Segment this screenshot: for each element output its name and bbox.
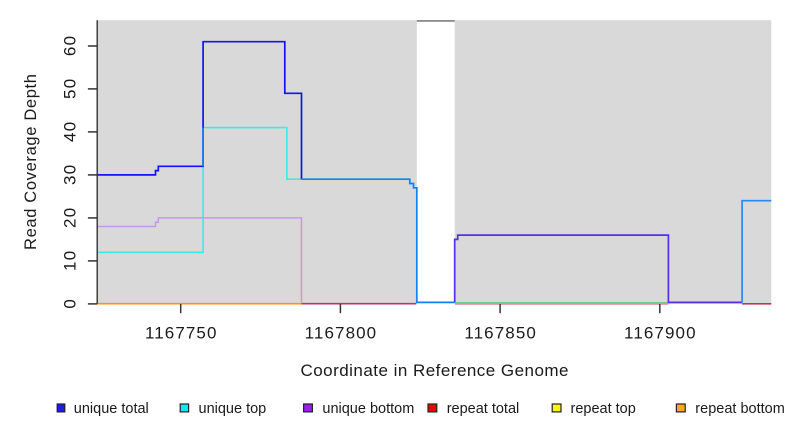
svg-text:1167900: 1167900: [624, 323, 696, 342]
svg-text:repeat bottom: repeat bottom: [695, 401, 784, 417]
svg-text:40: 40: [60, 122, 79, 142]
svg-text:30: 30: [60, 165, 79, 185]
svg-text:unique bottom: unique bottom: [322, 401, 414, 417]
svg-text:repeat total: repeat total: [447, 401, 520, 417]
svg-text:repeat top: repeat top: [571, 401, 636, 417]
svg-text:unique total: unique total: [74, 401, 149, 417]
svg-text:unique top: unique top: [199, 401, 267, 417]
svg-text:0: 0: [60, 299, 79, 308]
svg-text:Read Coverage Depth: Read Coverage Depth: [22, 74, 40, 250]
svg-text:20: 20: [60, 208, 79, 228]
svg-text:Coordinate in Reference Genome: Coordinate in Reference Genome: [301, 361, 569, 380]
svg-text:10: 10: [60, 251, 79, 271]
svg-text:60: 60: [60, 36, 79, 56]
svg-text:1167800: 1167800: [305, 323, 377, 342]
svg-text:1167850: 1167850: [464, 323, 535, 342]
svg-text:50: 50: [60, 79, 79, 99]
svg-text:1167750: 1167750: [145, 323, 217, 342]
